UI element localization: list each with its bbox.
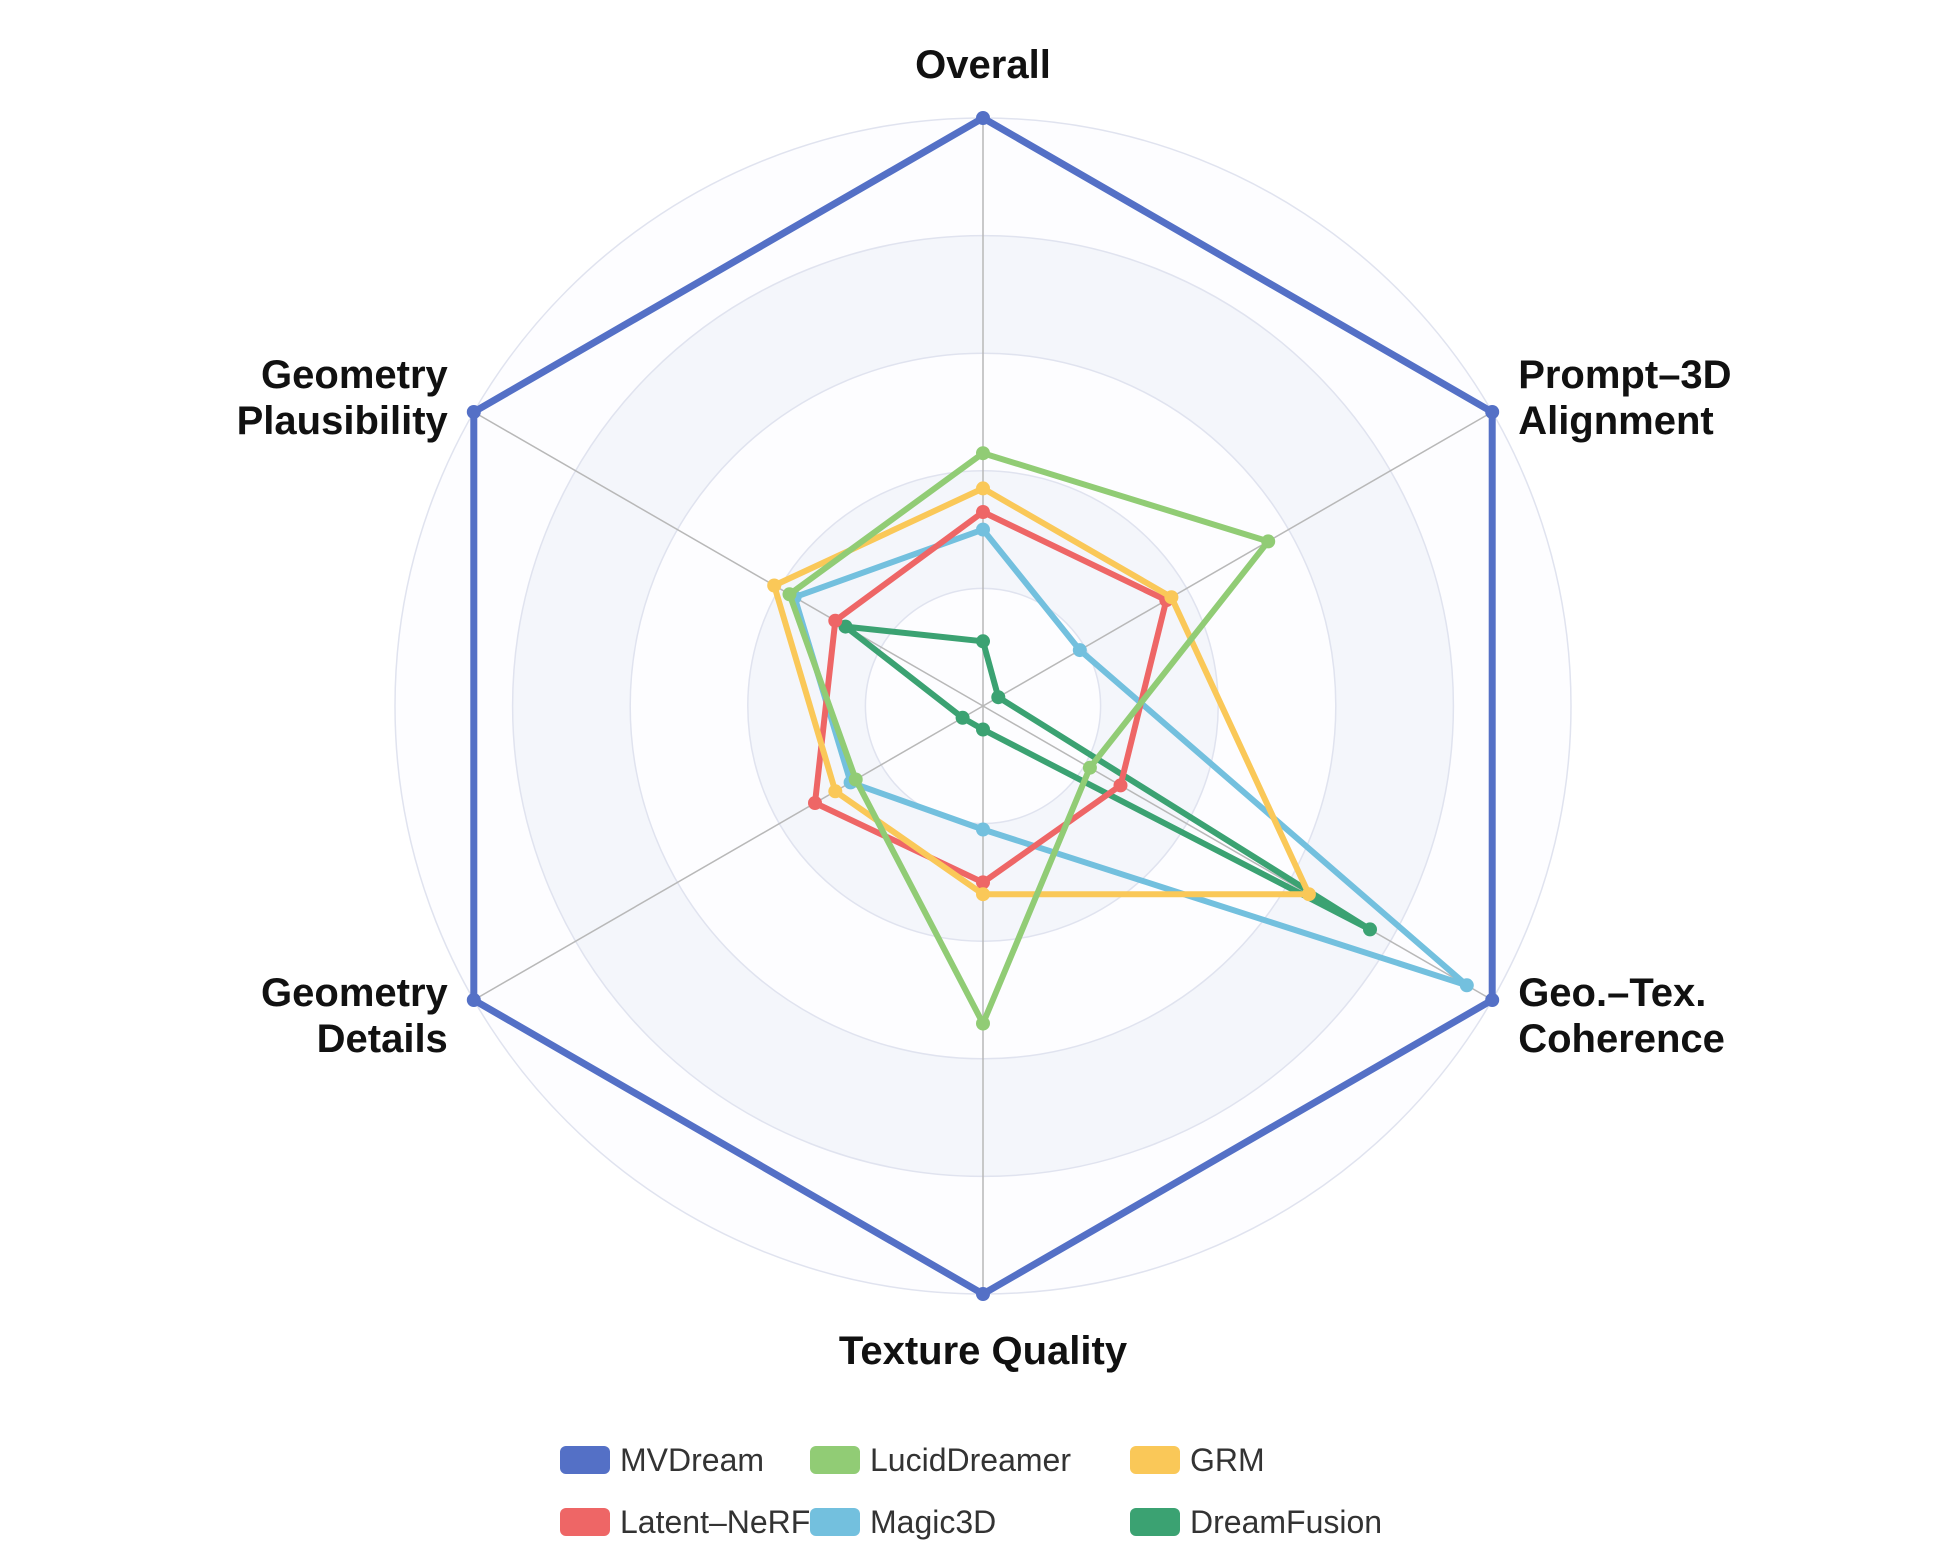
data-point-mvdream-2 [1485, 993, 1500, 1007]
data-point-grm-4 [828, 784, 843, 799]
data-point-magic3d-0 [976, 522, 990, 537]
data-point-luciddreamer-0 [976, 446, 990, 461]
radar-axis-labels: Overall Prompt–3D Alignment Geo.–Tex. Cohere… [237, 43, 1732, 1373]
data-point-latent-nerf-5 [828, 613, 843, 628]
axis-label-2: Geo.–Tex. Coherence [1518, 971, 1725, 1061]
radar-series-group [466, 111, 1500, 1301]
axis-label-line: Alignment [1518, 399, 1714, 443]
series-grm [767, 481, 1316, 902]
data-point-grm-5 [767, 578, 782, 593]
data-point-dreamfusion-0 [976, 634, 990, 649]
data-point-luciddreamer-2 [1082, 760, 1097, 775]
data-point-grm-1 [1164, 590, 1179, 605]
axis-spoke-2 [982, 705, 1493, 1001]
data-point-dreamfusion-2 [1363, 922, 1377, 937]
legend-item-magic3d[interactable]: Magic3D [810, 1502, 1130, 1542]
series-mvdream [466, 111, 1500, 1301]
axis-label-line: Details [317, 1017, 448, 1061]
legend-swatch [560, 1446, 610, 1474]
data-point-grm-3 [976, 887, 990, 902]
series-dreamfusion [838, 619, 1377, 937]
data-point-grm-0 [976, 481, 990, 496]
legend-label: GRM [1190, 1441, 1265, 1478]
axis-label-line: Prompt–3D [1518, 353, 1731, 397]
chart-legend: MVDream LucidDreamer GRM Latent–NeRF Magic3D… [560, 1440, 1420, 1542]
radar-axis-spokes [473, 118, 1493, 1294]
legend-label: LucidDreamer [870, 1441, 1071, 1478]
axis-spoke-1 [982, 411, 1493, 707]
axis-label-line: Coherence [1518, 1017, 1725, 1061]
data-point-mvdream-0 [976, 111, 990, 125]
legend-label: Magic3D [870, 1503, 997, 1540]
axis-spoke-5 [473, 411, 984, 707]
legend-label: Latent–NeRF [620, 1503, 811, 1540]
axis-label-0: Overall [915, 43, 1051, 87]
data-point-latent-nerf-4 [808, 796, 822, 810]
data-point-mvdream-5 [466, 405, 481, 419]
data-point-luciddreamer-1 [1261, 534, 1276, 549]
legend-swatch [810, 1508, 860, 1536]
data-point-magic3d-2 [1459, 978, 1474, 993]
axis-label-line: Geometry [261, 353, 448, 397]
data-point-mvdream-4 [466, 993, 481, 1007]
data-point-latent-nerf-0 [976, 505, 990, 519]
data-point-luciddreamer-4 [848, 772, 863, 787]
legend-item-dreamfusion[interactable]: DreamFusion [1130, 1502, 1382, 1542]
axis-label-line: Plausibility [237, 399, 449, 443]
legend-swatch [560, 1508, 610, 1536]
data-point-magic3d-1 [1072, 643, 1087, 658]
data-point-dreamfusion-5 [838, 619, 853, 634]
data-point-magic3d-3 [976, 822, 990, 837]
data-point-dreamfusion-1 [991, 690, 1006, 705]
data-point-mvdream-1 [1485, 405, 1500, 419]
legend-label: DreamFusion [1190, 1503, 1383, 1540]
axis-label-line: Geometry [261, 971, 448, 1015]
axis-label-line: Overall [915, 43, 1051, 87]
axis-label-3: Texture Quality [839, 1329, 1128, 1373]
data-point-latent-nerf-2 [1113, 778, 1128, 793]
legend-swatch [810, 1446, 860, 1474]
data-point-latent-nerf-3 [976, 875, 990, 890]
legend-item-mvdream[interactable]: MVDream [560, 1440, 810, 1480]
axis-label-line: Texture Quality [839, 1329, 1128, 1373]
axis-label-4: Geometry Details [261, 971, 448, 1061]
data-point-dreamfusion-4 [955, 710, 970, 725]
legend-swatch [1130, 1508, 1180, 1536]
axis-label-1: Prompt–3D Alignment [1518, 353, 1731, 443]
legend-item-latent-nerf[interactable]: Latent–NeRF [560, 1502, 810, 1542]
legend-swatch [1130, 1446, 1180, 1474]
legend-label: MVDream [620, 1441, 765, 1478]
data-point-mvdream-3 [976, 1287, 990, 1301]
legend-item-luciddreamer[interactable]: LucidDreamer [810, 1440, 1130, 1480]
axis-spoke-4 [473, 705, 984, 1001]
axis-label-line: Geo.–Tex. [1518, 971, 1706, 1015]
legend-item-grm[interactable]: GRM [1130, 1440, 1350, 1480]
data-point-luciddreamer-3 [976, 1016, 990, 1031]
series-luciddreamer [782, 446, 1276, 1031]
data-point-luciddreamer-5 [782, 587, 797, 602]
data-point-grm-2 [1301, 887, 1316, 902]
data-point-dreamfusion-3 [976, 722, 990, 737]
axis-label-5: Geometry Plausibility [237, 353, 449, 443]
